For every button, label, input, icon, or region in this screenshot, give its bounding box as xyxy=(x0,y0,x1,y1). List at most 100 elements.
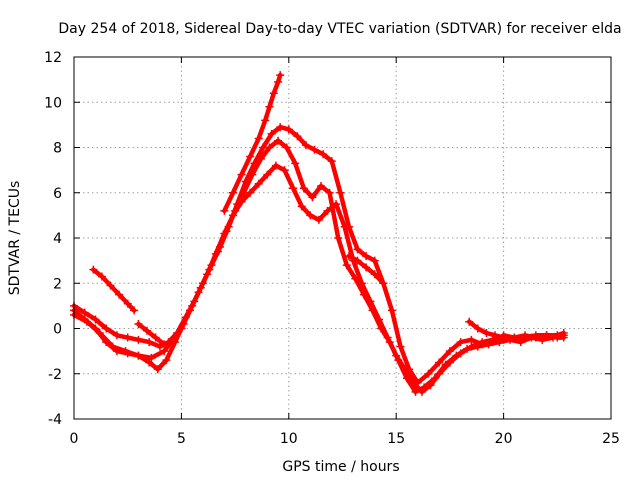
data-point xyxy=(362,252,371,261)
data-point xyxy=(400,365,409,374)
data-point xyxy=(123,299,132,308)
data-point xyxy=(177,324,186,333)
data-point xyxy=(366,297,375,306)
data-point xyxy=(284,125,293,134)
y-tick-label: -4 xyxy=(48,412,62,428)
x-tick-label: 20 xyxy=(495,431,513,447)
series-track-1 xyxy=(70,123,568,387)
data-point xyxy=(276,71,285,80)
data-point xyxy=(160,340,169,349)
chart-title: Day 254 of 2018, Sidereal Day-to-day VTE… xyxy=(58,21,621,37)
data-point xyxy=(445,358,454,367)
series-line xyxy=(71,163,566,395)
x-tick-label: 25 xyxy=(602,431,620,447)
data-point xyxy=(310,145,319,154)
data-point xyxy=(334,234,343,242)
data-point xyxy=(370,270,379,279)
data-point xyxy=(145,338,154,347)
data-point xyxy=(332,200,341,209)
data-point xyxy=(267,129,276,138)
series-track-8 xyxy=(465,317,508,342)
y-axis-label: SDTVAR / TECUs xyxy=(7,181,23,296)
data-point xyxy=(488,335,497,344)
data-point xyxy=(353,245,362,254)
data-point xyxy=(323,206,332,215)
data-point xyxy=(379,279,388,288)
y-tick-label: 6 xyxy=(53,186,62,202)
data-point xyxy=(456,349,465,358)
y-tick-label: 12 xyxy=(44,50,62,66)
data-point xyxy=(482,329,491,338)
data-point xyxy=(426,381,435,390)
data-point xyxy=(102,324,111,333)
data-point xyxy=(115,290,124,299)
data-point xyxy=(108,342,117,351)
data-point xyxy=(424,369,433,378)
data-point xyxy=(237,170,246,179)
data-point xyxy=(80,308,89,317)
data-point xyxy=(274,77,283,86)
data-point xyxy=(265,143,274,152)
data-point xyxy=(383,333,392,342)
data-point xyxy=(297,202,306,211)
series-line xyxy=(136,321,167,347)
y-tick-label: 0 xyxy=(53,322,62,338)
series-track-4 xyxy=(89,265,139,315)
data-point xyxy=(542,331,551,340)
data-point xyxy=(362,263,371,272)
x-tick-label: 5 xyxy=(177,431,186,447)
data-point xyxy=(291,159,300,168)
series-line xyxy=(222,72,283,214)
x-tick-label: 15 xyxy=(387,431,405,447)
data-point xyxy=(265,102,274,111)
data-point xyxy=(435,358,444,367)
data-point xyxy=(467,335,476,344)
data-point xyxy=(95,329,104,338)
data-point xyxy=(82,317,91,326)
data-point xyxy=(147,353,156,362)
data-point xyxy=(274,136,283,145)
y-tick-labels: -4 -2 0 2 4 6 8 10 12 xyxy=(44,50,62,428)
data-point xyxy=(396,342,405,351)
data-point xyxy=(91,315,100,324)
data-point xyxy=(456,338,465,347)
x-tick-label: 10 xyxy=(280,431,298,447)
axis-ticks xyxy=(73,56,612,420)
series-track-7 xyxy=(344,252,388,288)
series-line xyxy=(71,138,566,395)
data-point xyxy=(97,272,106,281)
data-point xyxy=(392,351,401,360)
data-point xyxy=(121,347,130,356)
y-tick-label: 2 xyxy=(53,276,62,292)
data-point xyxy=(319,150,328,159)
data-point xyxy=(327,157,336,166)
data-point xyxy=(160,347,169,356)
data-point xyxy=(280,166,289,175)
data-point xyxy=(155,342,164,351)
data-point xyxy=(246,152,255,161)
data-point xyxy=(521,333,530,342)
data-point xyxy=(134,351,143,360)
data-point xyxy=(353,256,362,265)
data-point xyxy=(499,333,508,342)
data-point xyxy=(134,319,143,328)
data-point xyxy=(491,331,500,340)
data-point xyxy=(185,306,194,315)
data-point xyxy=(143,326,152,335)
data-point xyxy=(387,306,396,315)
data-point xyxy=(325,188,334,197)
data-point xyxy=(375,315,384,324)
data-point xyxy=(254,134,263,143)
data-point xyxy=(246,188,255,197)
data-point xyxy=(370,256,379,265)
data-point xyxy=(510,333,519,342)
data-point xyxy=(409,378,418,387)
data-point xyxy=(254,179,263,188)
data-point xyxy=(293,132,302,141)
series-line xyxy=(91,267,137,313)
data-point xyxy=(340,222,349,231)
data-point xyxy=(153,365,162,374)
data-point xyxy=(220,229,229,238)
data-point xyxy=(467,342,476,351)
